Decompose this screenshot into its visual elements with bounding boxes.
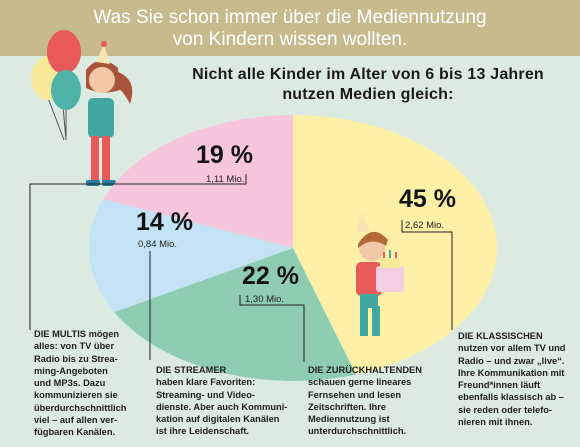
desc-streamer-line: dienste. Aber auch Kommuni- xyxy=(156,401,288,412)
header-banner: Was Sie schon immer über die Mediennutzu… xyxy=(0,0,580,56)
desc-zurueckhaltenden-line: Mediennutzung ist xyxy=(308,414,390,425)
desc-zurueckhaltenden-line: Fernsehen und lesen xyxy=(308,389,401,400)
label-klassischen-percent: 45 % xyxy=(399,185,456,213)
desc-streamer-title: DIE STREAMER xyxy=(156,365,227,375)
desc-klassischen-title: DIE KLASSISCHEN xyxy=(458,331,543,341)
pie-slice-multis xyxy=(103,115,293,248)
chart-subtitle-line-2: nutzen Medien gleich: xyxy=(282,86,454,103)
boy-illustration xyxy=(356,212,404,336)
desc-klassischen-line: nieren mit ihnen. xyxy=(458,417,533,428)
label-zurueckhaltenden-percent: 22 % xyxy=(242,262,299,290)
desc-streamer-line: haben klare Favoriten: xyxy=(156,377,256,388)
desc-multis: DIE MULTIS mögen alles: von TV über Radi… xyxy=(34,328,154,439)
chart-subtitle-line-1: Nicht alle Kinder im Alter von 6 bis 13 … xyxy=(192,66,544,83)
desc-multis-line: Radio bis zu Strea- xyxy=(34,353,118,364)
label-klassischen-count: 2,62 Mio. xyxy=(405,220,445,231)
leader-multis xyxy=(29,174,247,330)
desc-streamer: DIE STREAMER haben klare Favoriten: Stre… xyxy=(156,364,306,438)
desc-multis-line: fügbaren Kanälen. xyxy=(34,427,116,438)
desc-zurueckhaltenden-line: unterdurchschnittlich. xyxy=(308,426,407,437)
girl-illustration xyxy=(86,41,133,186)
desc-klassischen: DIE KLASSISCHEN nutzen vor allem TV und … xyxy=(458,330,578,428)
header-line-1: Was Sie schon immer über die Mediennutzu… xyxy=(93,7,487,28)
desc-klassischen-line: Radio – und zwar „live“. xyxy=(458,355,565,366)
leader-zurueckhaltenden xyxy=(239,295,305,362)
desc-klassischen-line: Ihre Kommunikation mit xyxy=(458,367,565,378)
label-streamer-count: 0,84 Mio. xyxy=(138,239,178,250)
desc-klassischen-line: sie reden oder telefo- xyxy=(458,404,553,415)
desc-zurueckhaltenden: DIE ZURÜCKHALTENDEN schauen gerne linear… xyxy=(308,364,448,438)
desc-zurueckhaltenden-title: DIE ZURÜCKHALTENDEN xyxy=(308,365,422,375)
pie-slice-streamer xyxy=(89,199,293,313)
pie-slice-zurueckhaltenden xyxy=(114,248,357,381)
desc-klassischen-line: Freund*innen läuft xyxy=(458,380,541,391)
desc-streamer-line: kation auf digitalen Kanälen xyxy=(156,414,280,425)
desc-multis-line: DIE MULTIS mögen xyxy=(34,329,120,339)
desc-multis-line: alles: von TV über xyxy=(34,341,115,352)
label-multis-percent: 19 % xyxy=(196,141,253,169)
leader-lines xyxy=(29,174,453,362)
desc-multis-line: und MP3s. Dazu xyxy=(34,378,106,389)
desc-zurueckhaltenden-line: schauen gerne lineares xyxy=(308,377,412,388)
balloons-illustration xyxy=(31,30,81,141)
desc-streamer-line: Streaming- und Video- xyxy=(156,389,256,400)
desc-multis-line: kommunizieren sie xyxy=(34,390,118,401)
label-streamer-percent: 14 % xyxy=(136,208,193,236)
desc-klassischen-line: nutzen vor allem TV und xyxy=(458,343,566,354)
label-multis-count: 1,11 Mio. xyxy=(206,174,245,185)
pie-slice-klassischen xyxy=(293,115,497,375)
pie xyxy=(89,115,497,381)
desc-streamer-line: ist ihre Leidenschaft. xyxy=(156,426,249,437)
desc-multis-line: viel – auf allen ver- xyxy=(34,415,118,426)
desc-zurueckhaltenden-line: Zeitschriften. Ihre xyxy=(308,401,387,412)
header-line-2: von Kindern wissen wollten. xyxy=(172,29,408,50)
desc-multis-line: überdurchschnittlich xyxy=(34,402,127,413)
desc-multis-line: ming-Angeboten xyxy=(34,365,108,376)
desc-klassischen-line: ebenfalls klassisch ab – xyxy=(458,392,564,403)
leader-klassischen xyxy=(401,220,453,330)
label-zurueckhaltenden-count: 1,30 Mio. xyxy=(245,294,285,305)
